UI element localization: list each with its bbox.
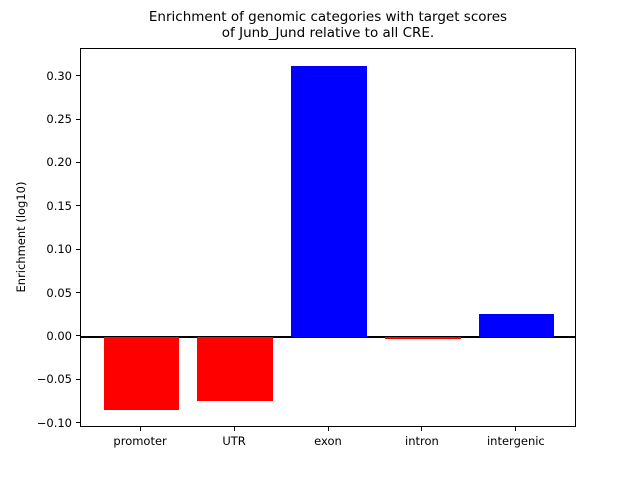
x-tick-label-intron: intron <box>405 434 439 448</box>
y-tick-mark <box>76 422 80 424</box>
y-tick-label: 0.15 <box>46 198 72 213</box>
x-tick-mark <box>233 427 235 431</box>
y-tick-label: 0.00 <box>46 328 72 343</box>
bar-promoter <box>103 336 179 410</box>
x-tick-label-intergenic: intergenic <box>486 434 545 448</box>
y-tick-label: 0.10 <box>46 242 72 257</box>
bar-exon <box>291 66 367 337</box>
x-tick-mark <box>327 427 329 431</box>
x-tick-label-promoter: promoter <box>113 434 167 448</box>
y-tick-label: 0.20 <box>46 155 72 170</box>
y-tick-mark <box>76 292 80 294</box>
x-tick-mark <box>139 427 141 431</box>
bar-intergenic <box>479 314 555 337</box>
bar-UTR <box>197 336 273 402</box>
y-tick-label: −0.10 <box>36 415 72 430</box>
plot-area <box>80 48 576 427</box>
y-tick-mark <box>76 161 80 163</box>
y-tick-label: 0.25 <box>46 112 72 127</box>
y-tick-mark <box>76 118 80 120</box>
x-tick-label-UTR: UTR <box>222 434 246 448</box>
chart-title-line1: Enrichment of genomic categories with ta… <box>148 9 508 25</box>
y-axis-label: Enrichment (log10) <box>14 181 28 293</box>
bar-intron <box>385 336 461 339</box>
y-tick-label: −0.05 <box>36 372 72 387</box>
y-tick-label: 0.05 <box>46 285 72 300</box>
y-tick-mark <box>76 75 80 77</box>
x-tick-mark <box>515 427 517 431</box>
chart-title-line2: of Junb_Jund relative to all CRE. <box>221 24 435 41</box>
y-tick-mark <box>76 205 80 207</box>
y-tick-label: 0.30 <box>46 68 72 83</box>
x-tick-label-exon: exon <box>314 434 342 448</box>
x-tick-mark <box>421 427 423 431</box>
y-tick-mark <box>76 248 80 250</box>
chart-title: Enrichment of genomic categories with ta… <box>80 9 576 42</box>
zero-line <box>81 336 575 338</box>
y-tick-mark <box>76 378 80 380</box>
y-tick-mark <box>76 335 80 337</box>
